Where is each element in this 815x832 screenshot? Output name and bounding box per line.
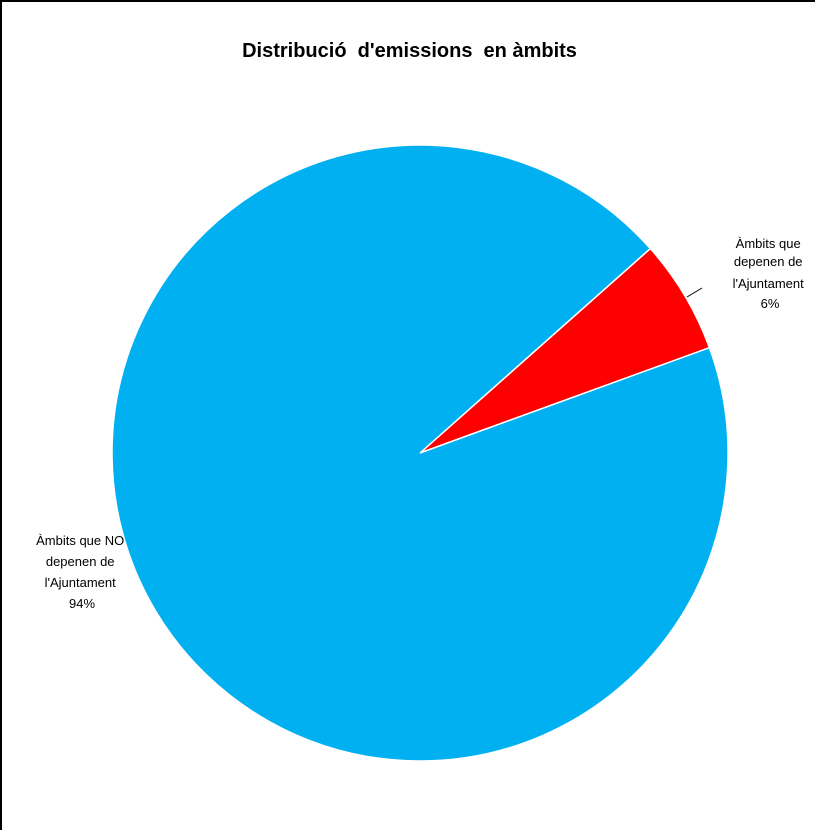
data-label-slice-2-line-2: depenen de [46, 554, 115, 569]
data-label-slice-1-line-1: Àmbits que [736, 236, 801, 251]
data-label-slice-2-value: 94% [69, 596, 95, 611]
data-label-slice-2: Àmbits que NO depenen de l'Ajuntament 94… [36, 533, 128, 611]
chart-title: Distribució d'emissions en àmbits [242, 40, 577, 62]
leader-line-slice-1 [686, 287, 703, 298]
data-label-slice-1-value: 6% [761, 296, 780, 311]
data-label-slice-1-line-3: l'Ajuntament [733, 276, 805, 291]
data-label-slice-2-line-1: Àmbits que NO [36, 533, 124, 548]
data-label-slice-2-line-3: l'Ajuntament [45, 575, 117, 590]
data-label-slice-1: Àmbits que depenen de l'Ajuntament 6% [733, 236, 808, 311]
pie-slice-2 [111, 144, 729, 762]
data-label-slice-1-line-2: depenen de [734, 254, 803, 269]
